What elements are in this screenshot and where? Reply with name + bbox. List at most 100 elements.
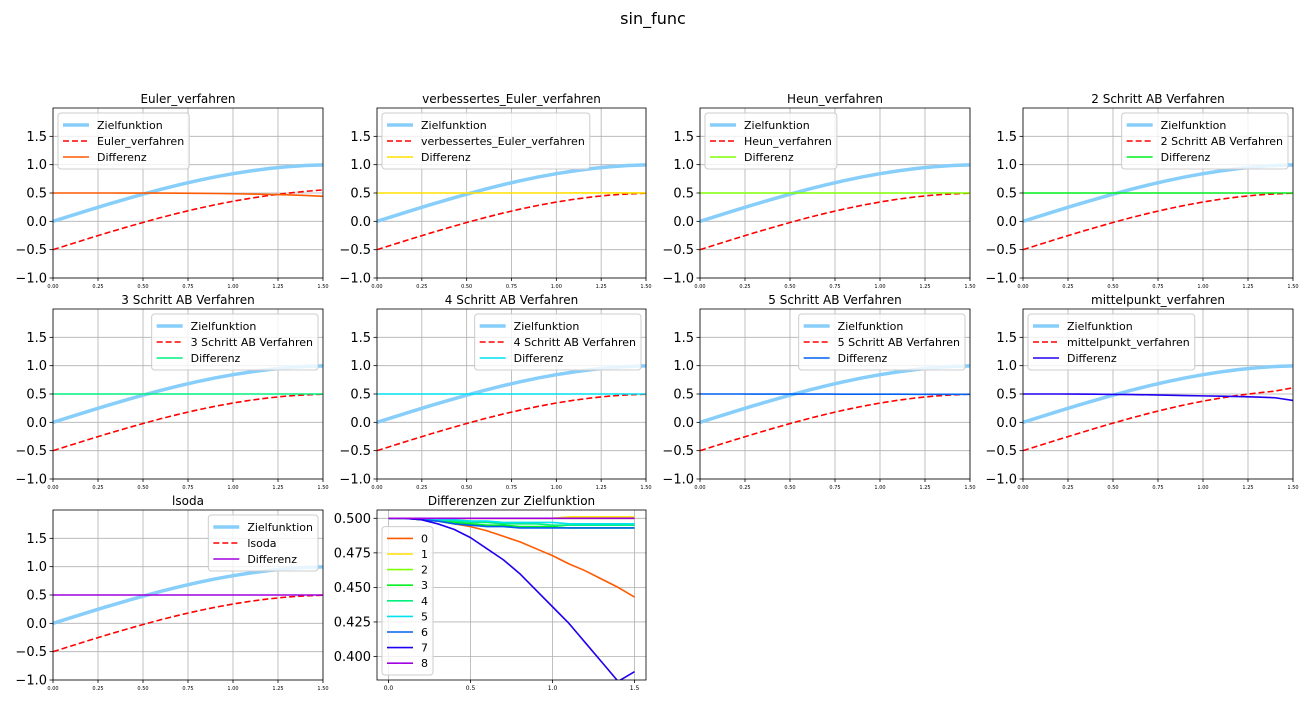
legend-label: Zielfunktion bbox=[421, 119, 487, 132]
y-tick-label: −0.5 bbox=[985, 444, 1017, 459]
series-line-zielfunktion bbox=[700, 163, 970, 223]
x-tick-label: 1.00 bbox=[227, 485, 238, 491]
y-tick-label: 0.400 bbox=[334, 650, 371, 665]
x-tick-label: 1.25 bbox=[596, 485, 607, 491]
legend-label: Differenz bbox=[744, 151, 794, 164]
y-tick-label: 0.0 bbox=[26, 416, 47, 431]
legend-label: Differenz bbox=[97, 151, 147, 164]
x-tick-label: 1.25 bbox=[596, 284, 607, 290]
y-tick-label: 1.0 bbox=[26, 560, 47, 575]
legend-frame bbox=[474, 313, 642, 371]
y-tick-label: −0.5 bbox=[985, 243, 1017, 258]
subplot-title: Heun_verfahren bbox=[787, 92, 883, 106]
subplot-2: 0.00 0.25 0.50 0.75 1.00 1.25 1.50 −1.0 −0.5 0.0 0… bbox=[662, 92, 975, 290]
legend-frame bbox=[704, 112, 838, 170]
y-tick-label: 1.5 bbox=[350, 130, 371, 145]
legend-label: 6 bbox=[421, 626, 428, 639]
legend: Zielfunktion 5 Schritt AB Verfahren Differ… bbox=[798, 313, 966, 371]
subplot-5: 0.00 0.25 0.50 0.75 1.00 1.25 1.50 −1.0 −0.5 0.0 0… bbox=[339, 293, 651, 491]
x-tick-label: 1.50 bbox=[317, 485, 328, 491]
legend-frame bbox=[1027, 313, 1196, 371]
y-tick-label: −1.0 bbox=[985, 272, 1017, 287]
series-line-5-schritt-ab-verfahren bbox=[700, 393, 970, 452]
x-tick-label: 1.50 bbox=[317, 284, 328, 290]
y-tick-label: 1.0 bbox=[26, 158, 47, 173]
series-line-4-schritt-ab-verfahren bbox=[377, 393, 646, 452]
legend-label: Zielfunktion bbox=[838, 320, 904, 333]
y-tick-label: −1.0 bbox=[15, 473, 47, 488]
x-tick-label: 1.25 bbox=[1242, 485, 1253, 491]
subplot-6: 0.00 0.25 0.50 0.75 1.00 1.25 1.50 −1.0 −0.5 0.0 0… bbox=[662, 293, 975, 491]
y-tick-label: 0.0 bbox=[673, 416, 694, 431]
x-tick-label: 0.00 bbox=[371, 485, 382, 491]
y-tick-label: 0.475 bbox=[334, 546, 371, 561]
legend-label: Differenz bbox=[247, 553, 297, 566]
x-tick-label: 0.25 bbox=[1062, 284, 1073, 290]
legend: 0 1 2 3 4 5 6 7 8 bbox=[381, 526, 434, 676]
legend-frame bbox=[207, 514, 319, 572]
legend-label: Differenz bbox=[514, 352, 564, 365]
x-tick-label: 0.50 bbox=[1107, 284, 1118, 290]
y-tick-label: 0.0 bbox=[26, 215, 47, 230]
y-tick-label: 1.5 bbox=[26, 532, 47, 547]
y-tick-label: 0.5 bbox=[350, 187, 371, 202]
subplot-title: Euler_verfahren bbox=[140, 92, 235, 106]
x-tick-label: 0.00 bbox=[47, 485, 58, 491]
legend-label: 5 Schritt AB Verfahren bbox=[838, 336, 960, 349]
legend-label: Euler_verfahren bbox=[97, 135, 184, 148]
x-tick-label: 1.50 bbox=[964, 284, 975, 290]
legend-label: 3 Schritt AB Verfahren bbox=[191, 336, 313, 349]
subplot-4: 0.00 0.25 0.50 0.75 1.00 1.25 1.50 −1.0 −0.5 0.0 0… bbox=[15, 293, 328, 491]
x-tick-label: 1.50 bbox=[640, 485, 651, 491]
y-tick-label: 0.0 bbox=[996, 215, 1017, 230]
x-tick-label: 1.5 bbox=[630, 685, 640, 692]
y-tick-label: 0.5 bbox=[350, 388, 371, 403]
legend-label: Differenz bbox=[191, 352, 241, 365]
x-tick-label: 0.0 bbox=[384, 685, 394, 692]
legend-label: verbessertes_Euler_verfahren bbox=[421, 135, 585, 148]
y-tick-label: −0.5 bbox=[15, 243, 47, 258]
y-tick-label: −1.0 bbox=[985, 473, 1017, 488]
x-tick-label: 0.25 bbox=[739, 284, 750, 290]
subplot-grid: 0.00 0.25 0.50 0.75 1.00 1.25 1.50−1.0−0.50.00… bbox=[15, 92, 1298, 692]
x-tick-label: 1.25 bbox=[272, 686, 283, 692]
legend-label: Differenz bbox=[838, 352, 888, 365]
x-tick-label: 0.50 bbox=[1107, 485, 1118, 491]
x-tick-label: 0.50 bbox=[461, 284, 472, 290]
x-tick-label: 1.25 bbox=[272, 284, 283, 290]
x-tick-label: 1.50 bbox=[964, 485, 975, 491]
x-tick-label: 0.75 bbox=[182, 686, 193, 692]
x-tick-label: 0.25 bbox=[1062, 485, 1073, 491]
y-tick-label: 1.5 bbox=[26, 130, 47, 145]
legend-label: Zielfunktion bbox=[514, 320, 580, 333]
x-tick-label: 1.00 bbox=[551, 485, 562, 491]
legend-label: Zielfunktion bbox=[1161, 119, 1227, 132]
y-tick-label: 0.5 bbox=[996, 388, 1017, 403]
series-group bbox=[53, 163, 323, 251]
legend-frame bbox=[57, 112, 190, 170]
subplot-7: 0.00 0.25 0.50 0.75 1.00 1.25 1.50 −1.0 −0.5 0.0 0… bbox=[985, 293, 1298, 491]
y-tick-label: 0.500 bbox=[334, 512, 371, 527]
legend-label: Zielfunktion bbox=[97, 119, 163, 132]
series-line-2-schritt-ab-verfahren bbox=[1023, 192, 1293, 251]
series-group bbox=[700, 163, 970, 251]
x-tick-label: 0.00 bbox=[694, 485, 705, 491]
x-tick-label: 1.00 bbox=[1197, 284, 1208, 290]
legend-label: Differenz bbox=[1161, 151, 1211, 164]
y-tick-label: −1.0 bbox=[339, 473, 371, 488]
legend-label: 8 bbox=[421, 657, 428, 670]
x-tick-label: 0.5 bbox=[466, 685, 476, 692]
x-tick-label: 1.00 bbox=[874, 284, 885, 290]
x-tick-label: 1.50 bbox=[640, 284, 651, 290]
x-tick-label: 1.50 bbox=[1287, 284, 1298, 290]
series-line-differenz bbox=[53, 192, 323, 198]
x-tick-label: 0.25 bbox=[416, 284, 427, 290]
series-line-3-schritt-ab-verfahren bbox=[53, 393, 323, 452]
y-tick-label: −0.5 bbox=[339, 243, 371, 258]
x-tick-label: 1.50 bbox=[317, 686, 328, 692]
y-tick-label: −0.5 bbox=[15, 645, 47, 660]
legend-label: mittelpunkt_verfahren bbox=[1067, 336, 1190, 349]
legend-label: 5 bbox=[421, 610, 428, 623]
y-tick-label: 0.0 bbox=[350, 215, 371, 230]
x-tick-label: 0.25 bbox=[92, 284, 103, 290]
